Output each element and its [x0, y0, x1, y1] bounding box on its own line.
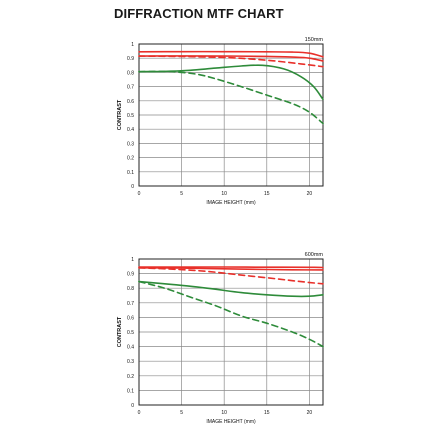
- plot-frame: [138, 43, 324, 187]
- y-axis-label: CONTRAST: [117, 99, 123, 130]
- mtf-curve-red-solid-1: [138, 267, 324, 271]
- y-tick-label: 0: [131, 184, 134, 190]
- y-tick-label: 0.3: [127, 141, 134, 147]
- x-tick-label: 20: [307, 410, 313, 416]
- x-tick-label: 15: [264, 191, 270, 197]
- x-axis-label: IMAGE HEIGHT (mm): [206, 419, 256, 425]
- y-tick-label: 1: [131, 42, 134, 48]
- x-tick-label: 0: [138, 410, 141, 416]
- mtf-chart-150mm: 00.10.20.30.40.50.60.70.80.910 5 10 15 20150…: [117, 37, 324, 206]
- y-tick-label: 0.8: [127, 70, 134, 76]
- y-tick-label: 0.5: [127, 113, 134, 119]
- y-tick-label: 0.2: [127, 156, 134, 162]
- mtf-chart-600mm: 00.10.20.30.40.50.60.70.80.910 5 10 15 20600…: [117, 252, 324, 425]
- mtf-curve-red-dashed-2: [138, 55, 324, 68]
- x-tick-label: 5: [180, 410, 183, 416]
- y-tick-label: 0.5: [127, 330, 134, 336]
- x-tick-label: 15: [264, 410, 270, 416]
- y-tick-label: 0.7: [127, 85, 134, 91]
- x-tick-label: 20: [307, 191, 313, 197]
- y-axis-label: CONTRAST: [117, 316, 123, 347]
- x-tick-label: 5: [180, 191, 183, 197]
- y-tick-label: 0.9: [127, 56, 134, 62]
- page-title: DIFFRACTION MTF CHART: [114, 6, 284, 21]
- mtf-curve-green-dashed-4: [138, 280, 324, 348]
- y-tick-label: 0.9: [127, 272, 134, 278]
- mtf-curve-green-solid-3: [138, 64, 324, 101]
- y-tick-label: 0.8: [127, 286, 134, 292]
- y-tick-label: 0.4: [127, 127, 134, 133]
- y-tick-label: 0.4: [127, 345, 134, 351]
- x-tick-label: 10: [221, 410, 227, 416]
- mtf-curve-red-solid-0: [138, 266, 324, 269]
- mtf-curve-green-solid-3: [138, 280, 324, 298]
- mtf-curve-red-solid-0: [138, 50, 324, 58]
- y-tick-label: 0.7: [127, 301, 134, 307]
- focal-length-label: 150mm: [305, 37, 324, 43]
- x-axis-label: IMAGE HEIGHT (mm): [206, 200, 256, 206]
- mtf-curve-red-dashed-2: [138, 267, 324, 285]
- y-tick-label: 0.1: [127, 170, 134, 176]
- y-tick-label: 0.6: [127, 99, 134, 105]
- focal-length-label: 600mm: [305, 252, 324, 258]
- y-tick-label: 1: [131, 257, 134, 263]
- x-tick-label: 0: [138, 191, 141, 197]
- y-tick-label: 0.1: [127, 388, 134, 394]
- y-tick-label: 0.6: [127, 315, 134, 321]
- mtf-curve-green-dashed-4: [138, 70, 324, 125]
- x-tick-label: 10: [221, 191, 227, 197]
- plot-frame: [138, 258, 324, 406]
- y-tick-label: 0.2: [127, 374, 134, 380]
- y-tick-label: 0: [131, 403, 134, 409]
- y-tick-label: 0.3: [127, 359, 134, 365]
